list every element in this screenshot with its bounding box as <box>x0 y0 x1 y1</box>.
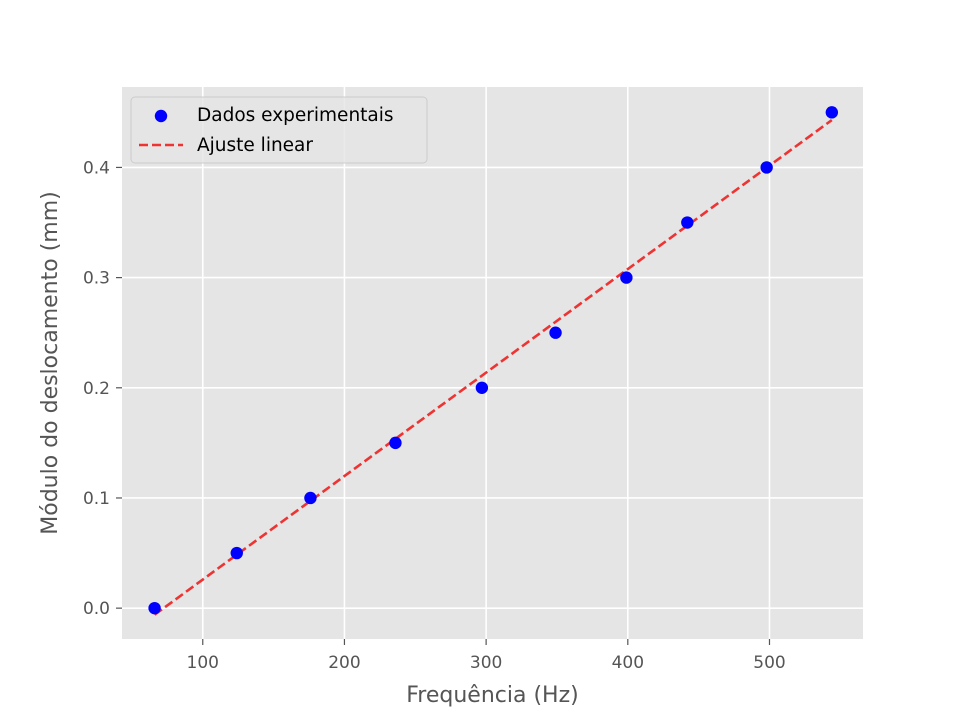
data-point <box>389 436 402 450</box>
x-tick-label: 100 <box>187 653 219 673</box>
data-point <box>681 216 694 229</box>
fit-line <box>153 119 833 616</box>
x-tick-label: 500 <box>753 653 785 673</box>
x-axis-ticks: 100 200 300 400 500 <box>187 639 786 673</box>
legend-marker-scatter <box>154 109 168 123</box>
x-tick-label: 300 <box>470 653 502 673</box>
y-tick-label: 0.1 <box>83 489 110 509</box>
legend-label-fit: Ajuste linear <box>197 135 313 156</box>
x-axis-label: Frequência (Hz) <box>406 683 578 708</box>
y-axis-ticks: 0.0 0.1 0.2 0.3 0.4 <box>83 158 122 619</box>
y-axis-label: Módulo do deslocamento (mm) <box>38 191 63 534</box>
y-tick-label: 0.2 <box>83 379 110 399</box>
legend-box <box>130 96 428 164</box>
data-point <box>230 546 243 560</box>
y-tick-label: 0.3 <box>83 269 110 289</box>
data-point <box>760 161 773 174</box>
data-point <box>825 106 839 119</box>
x-tick-label: 200 <box>328 653 360 673</box>
grid <box>122 87 863 639</box>
data-point <box>304 491 317 505</box>
data-points-layer <box>148 106 839 615</box>
data-point <box>620 271 633 284</box>
legend: Dados experimentais Ajuste linear <box>130 96 428 164</box>
y-tick-label: 0.0 <box>83 599 110 619</box>
plot-area <box>122 87 863 639</box>
legend-label-data: Dados experimentais <box>197 105 394 126</box>
fit-line-layer <box>153 119 833 616</box>
data-point <box>148 601 161 615</box>
y-tick-label: 0.4 <box>83 158 110 178</box>
data-point <box>549 326 562 339</box>
data-point <box>475 381 489 394</box>
x-tick-label: 400 <box>612 653 644 673</box>
